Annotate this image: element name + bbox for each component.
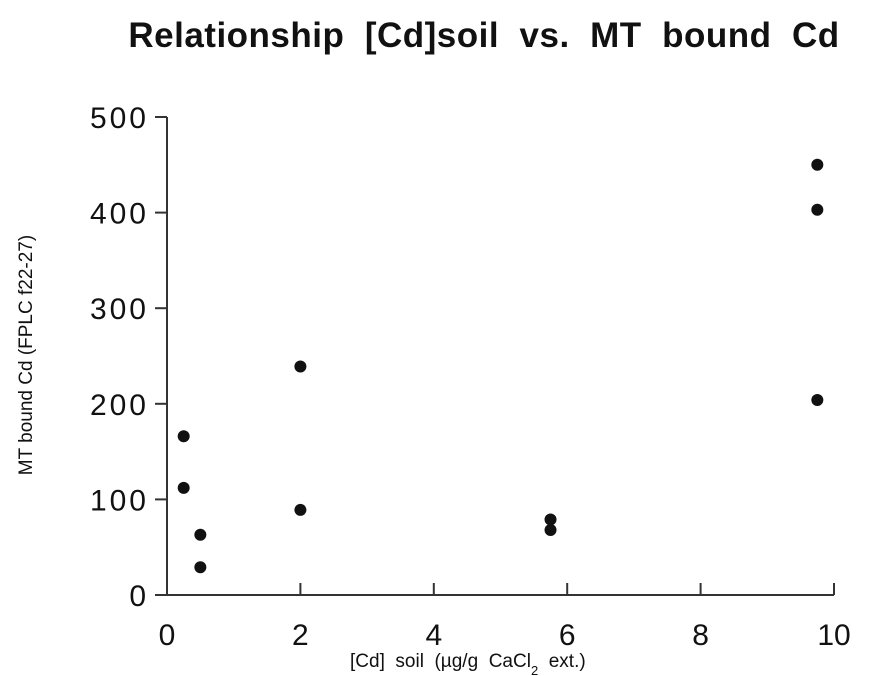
x-tick-label: 10 <box>817 619 850 652</box>
data-point <box>194 561 207 574</box>
y-tick-label: 400 <box>90 198 149 231</box>
x-tick-label: 8 <box>692 619 709 652</box>
x-tick-label: 2 <box>292 619 309 652</box>
data-point <box>294 360 307 373</box>
x-ticks: 0 2 4 6 8 10 <box>159 583 851 652</box>
data-point <box>294 503 307 516</box>
y-tick-label: 500 <box>90 102 149 135</box>
axes <box>166 117 834 596</box>
y-tick-label: 200 <box>90 389 149 422</box>
y-tick-label: 300 <box>90 293 149 326</box>
x-axis-label: [Cd] soil (µg/g CaCl2 ext.) <box>350 651 586 676</box>
x-tick-label: 6 <box>559 619 576 652</box>
x-axis-label-subscript: 2 <box>531 663 538 676</box>
data-point <box>177 430 190 443</box>
x-axis-label-main: [Cd] soil (µg/g CaCl <box>350 651 531 672</box>
data-point <box>177 481 190 494</box>
y-axis-label: MT bound Cd (FPLC f22-27) <box>16 235 37 475</box>
data-point <box>194 528 207 541</box>
y-tick-label: 100 <box>90 484 149 517</box>
data-point <box>811 393 824 406</box>
chart-title: Relationship [Cd]soil vs. MT bound Cd <box>128 16 839 55</box>
y-tick-label: 0 <box>129 580 149 613</box>
data-point <box>544 513 557 526</box>
x-axis-label-suffix: ext.) <box>538 651 586 672</box>
data-point <box>811 203 824 216</box>
data-point <box>544 523 557 536</box>
data-point <box>811 158 824 171</box>
x-tick-label: 4 <box>425 619 442 652</box>
y-ticks: 0 100 200 300 400 500 <box>90 102 167 613</box>
x-tick-label: 0 <box>159 619 176 652</box>
data-points <box>177 158 824 574</box>
